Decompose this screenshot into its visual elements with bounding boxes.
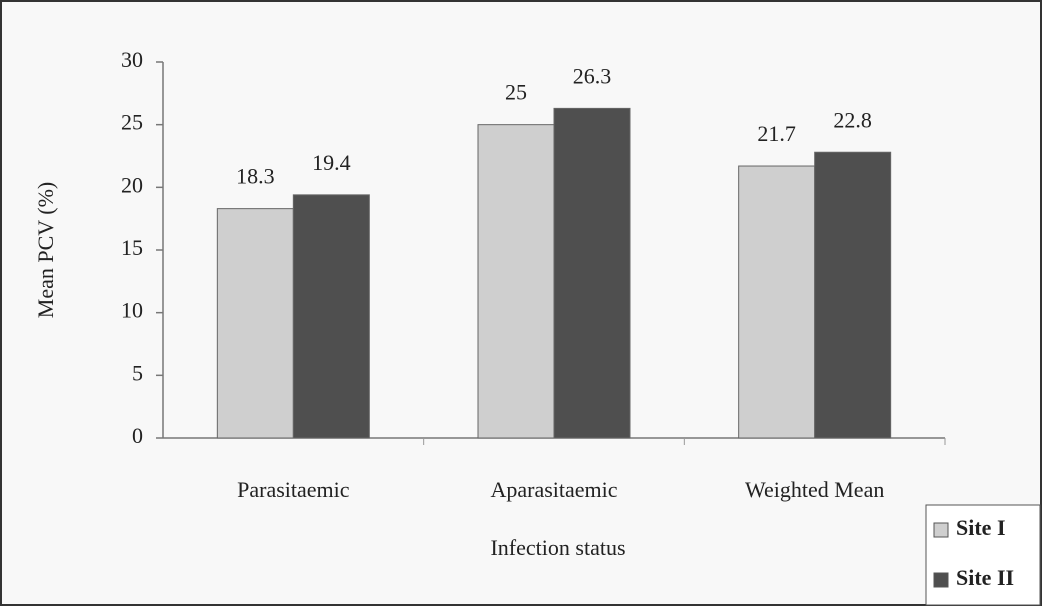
data-label: 25 bbox=[505, 80, 527, 105]
x-tick-label: Parasitaemic bbox=[237, 477, 350, 502]
bar bbox=[814, 151, 892, 439]
y-tick-label: 15 bbox=[121, 235, 143, 260]
x-axis-label: Infection status bbox=[490, 535, 625, 560]
y-tick-label: 30 bbox=[121, 47, 143, 72]
y-tick-label: 20 bbox=[121, 172, 143, 197]
bar bbox=[738, 165, 816, 439]
legend-box bbox=[925, 504, 1041, 606]
data-label: 22.8 bbox=[833, 107, 872, 132]
y-tick-label: 0 bbox=[132, 423, 143, 448]
data-label: 26.3 bbox=[573, 63, 612, 88]
data-label: 18.3 bbox=[236, 164, 275, 189]
bar bbox=[216, 208, 294, 439]
x-tick-label: Weighted Mean bbox=[745, 477, 884, 502]
bar bbox=[553, 107, 631, 439]
y-axis-label: Mean PCV (%) bbox=[33, 182, 58, 318]
data-label: 19.4 bbox=[312, 150, 351, 175]
y-tick-label: 25 bbox=[121, 110, 143, 135]
legend-swatch bbox=[933, 522, 949, 538]
legend-label: Site II bbox=[956, 565, 1014, 590]
y-tick-label: 5 bbox=[132, 360, 143, 385]
legend-swatch bbox=[933, 572, 949, 588]
x-tick-label: Aparasitaemic bbox=[490, 477, 617, 502]
bar bbox=[477, 124, 555, 439]
legend-label: Site I bbox=[956, 515, 1006, 540]
bar bbox=[292, 194, 370, 439]
y-tick-label: 10 bbox=[121, 298, 143, 323]
data-label: 21.7 bbox=[757, 121, 796, 146]
